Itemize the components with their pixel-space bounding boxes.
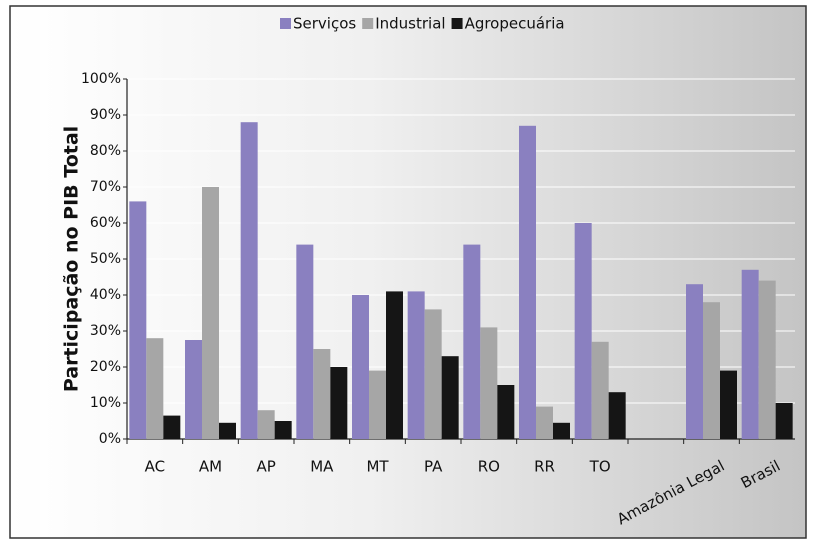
bar xyxy=(741,269,759,439)
bar xyxy=(386,291,403,439)
y-tick-label: 100% xyxy=(81,71,121,87)
bar xyxy=(720,370,737,439)
bar xyxy=(129,201,147,439)
bar xyxy=(519,125,536,440)
bar xyxy=(608,392,626,439)
bar xyxy=(480,327,498,439)
bar xyxy=(463,244,481,439)
y-tick-label: 90% xyxy=(90,107,121,123)
bar xyxy=(352,295,369,439)
legend-label: Agropecuária xyxy=(465,15,565,33)
y-tick-label: 0% xyxy=(99,431,121,447)
bar xyxy=(313,349,331,439)
bar xyxy=(591,341,609,439)
x-tick-label: MT xyxy=(366,458,389,476)
y-tick-label: 50% xyxy=(90,251,121,267)
bar xyxy=(185,340,202,439)
bar xyxy=(257,410,275,439)
bar xyxy=(775,403,793,439)
bar xyxy=(274,421,292,439)
y-tick-label: 60% xyxy=(90,215,121,231)
y-tick-label: 80% xyxy=(90,143,121,159)
y-axis-title: Participação no PIB Total xyxy=(61,126,83,392)
bar xyxy=(296,244,314,439)
legend-swatch xyxy=(280,18,291,29)
y-tick-label: 70% xyxy=(90,179,121,195)
x-tick-label: RO xyxy=(478,458,500,476)
legend-label: Serviços xyxy=(293,15,356,33)
bar xyxy=(240,122,258,439)
bar xyxy=(219,422,236,439)
x-tick-label: RR xyxy=(534,458,555,476)
bar xyxy=(703,302,720,439)
y-tick-label: 20% xyxy=(90,359,121,375)
x-tick-label: MA xyxy=(310,458,334,476)
bar xyxy=(497,385,515,439)
bar xyxy=(424,309,442,439)
x-tick-label: AC xyxy=(145,458,165,476)
y-tick-label: 30% xyxy=(90,323,121,339)
bar xyxy=(369,370,386,439)
bar xyxy=(146,338,164,439)
bar xyxy=(758,280,776,439)
legend-label: Industrial xyxy=(375,15,445,33)
bar xyxy=(441,356,459,439)
x-tick-label: AP xyxy=(257,458,276,476)
bar xyxy=(574,223,592,439)
bar xyxy=(536,406,553,439)
bar xyxy=(202,187,219,439)
legend-swatch xyxy=(451,18,463,29)
bar xyxy=(686,284,703,439)
x-tick-label: AM xyxy=(199,458,222,476)
bar xyxy=(330,367,348,439)
y-tick-label: 40% xyxy=(90,287,121,303)
y-tick-label: 10% xyxy=(90,395,121,411)
bar xyxy=(163,415,181,439)
x-tick-label: PA xyxy=(424,458,443,476)
legend-swatch xyxy=(362,18,374,29)
x-tick-label: TO xyxy=(589,458,611,476)
bar xyxy=(407,291,425,439)
bar xyxy=(553,422,570,439)
